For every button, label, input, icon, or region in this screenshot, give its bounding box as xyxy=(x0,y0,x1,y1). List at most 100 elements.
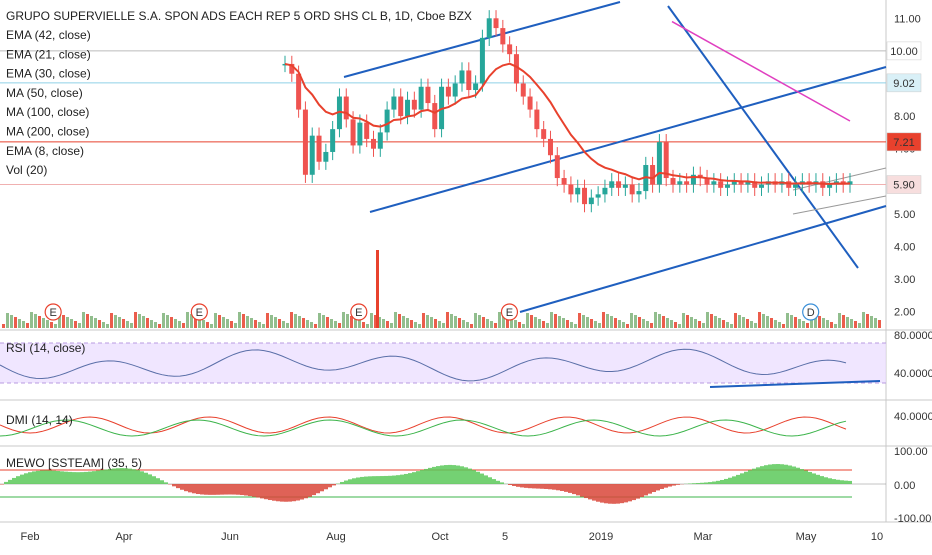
mewo-bar xyxy=(156,478,160,484)
mewo-bar xyxy=(808,472,812,484)
mewo-bar xyxy=(448,465,452,484)
mewo-bar xyxy=(368,476,372,484)
volume-bar xyxy=(618,320,621,328)
candle-body xyxy=(671,178,676,185)
volume-bar xyxy=(42,318,45,328)
mewo-bar xyxy=(436,466,440,484)
mewo-bar xyxy=(736,475,740,484)
candle-body xyxy=(725,185,730,188)
volume-bar xyxy=(386,321,389,328)
volume-bar xyxy=(410,320,413,328)
mewo-bar xyxy=(364,477,368,484)
volume-bar xyxy=(306,320,309,328)
volume-bar xyxy=(54,324,57,328)
volume-bar xyxy=(498,312,501,328)
mewo-bar xyxy=(572,484,576,494)
volume-bar xyxy=(670,320,673,328)
mewo-bar xyxy=(372,476,376,484)
volume-bar xyxy=(126,321,129,328)
mewo-bar xyxy=(8,480,12,484)
mewo-bar xyxy=(212,484,216,495)
mewo-bar xyxy=(352,478,356,484)
volume-bar xyxy=(738,315,741,328)
volume-bar xyxy=(826,320,829,328)
candle-body xyxy=(317,136,322,162)
mewo-bar xyxy=(112,469,116,484)
volume-bar xyxy=(610,316,613,328)
mewo-bar xyxy=(636,484,640,499)
mewo-bar xyxy=(128,469,132,484)
candle-body xyxy=(405,100,410,116)
candle-body xyxy=(296,74,301,110)
mewo-bar xyxy=(512,484,516,486)
candle-body xyxy=(419,87,424,110)
volume-bar xyxy=(186,312,189,328)
candle-body xyxy=(589,198,594,205)
mewo-bar xyxy=(668,484,672,487)
volume-bar xyxy=(570,322,573,328)
rsi-band xyxy=(0,343,886,383)
mewo-bar xyxy=(332,484,336,485)
time-axis-label: 2019 xyxy=(589,531,613,543)
mewo-bar xyxy=(56,471,60,484)
volume-bar xyxy=(754,323,757,328)
mewo-bar xyxy=(556,484,560,490)
volume-bar xyxy=(30,312,33,328)
mewo-bar xyxy=(692,483,696,484)
mewo-bar xyxy=(792,467,796,484)
volume-bar xyxy=(78,323,81,328)
volume-bar xyxy=(222,317,225,328)
mewo-bar xyxy=(564,484,568,492)
indicator-legend-item: EMA (8, close) xyxy=(6,144,84,158)
mewo-bar xyxy=(48,470,52,484)
mewo-bar xyxy=(148,474,152,484)
mewo-bar xyxy=(240,484,244,495)
candle-body xyxy=(602,188,607,195)
volume-bar xyxy=(230,321,233,328)
volume-bar xyxy=(686,315,689,328)
mewo-bar xyxy=(236,484,240,495)
volume-bar xyxy=(866,314,869,328)
mewo-bar xyxy=(772,464,776,484)
volume-bar xyxy=(462,320,465,328)
candle-body xyxy=(412,100,417,110)
volume-bar xyxy=(278,319,281,328)
mewo-bar xyxy=(476,472,480,484)
indicator-legend-item: MA (200, close) xyxy=(6,125,89,139)
volume-bar xyxy=(446,312,449,328)
mewo-bar xyxy=(228,484,232,495)
volume-bar xyxy=(734,313,737,328)
mewo-bar xyxy=(708,482,712,484)
mewo-bar xyxy=(824,477,828,484)
mewo-bar xyxy=(380,476,384,484)
volume-bar xyxy=(146,318,149,328)
volume-bar xyxy=(606,314,609,328)
volume-spike xyxy=(376,250,379,328)
volume-bar xyxy=(62,315,65,328)
mewo-bar xyxy=(540,484,544,489)
rsi-tick-label: 80.0000 xyxy=(894,330,932,342)
mewo-bar xyxy=(116,468,120,484)
candle-body xyxy=(473,84,478,91)
mewo-bar xyxy=(832,479,836,484)
candle-body xyxy=(466,70,471,90)
mewo-bar xyxy=(484,475,488,484)
mewo-bar xyxy=(52,471,56,484)
candle-body xyxy=(398,97,403,117)
volume-bar xyxy=(702,323,705,328)
mewo-bar xyxy=(724,479,728,484)
time-axis-label: May xyxy=(796,531,817,543)
volume-bar xyxy=(442,323,445,328)
mewo-bar xyxy=(624,484,628,502)
mewo-bar xyxy=(164,482,168,484)
mewo-bar xyxy=(80,472,84,484)
volume-bar xyxy=(154,322,157,328)
mewo-bar xyxy=(608,484,612,504)
volume-bar xyxy=(798,319,801,328)
candle-body xyxy=(310,136,315,175)
mewo-bar xyxy=(584,484,588,498)
volume-bar xyxy=(358,320,361,328)
mewo-bar xyxy=(652,484,656,492)
volume-bar xyxy=(718,318,721,328)
